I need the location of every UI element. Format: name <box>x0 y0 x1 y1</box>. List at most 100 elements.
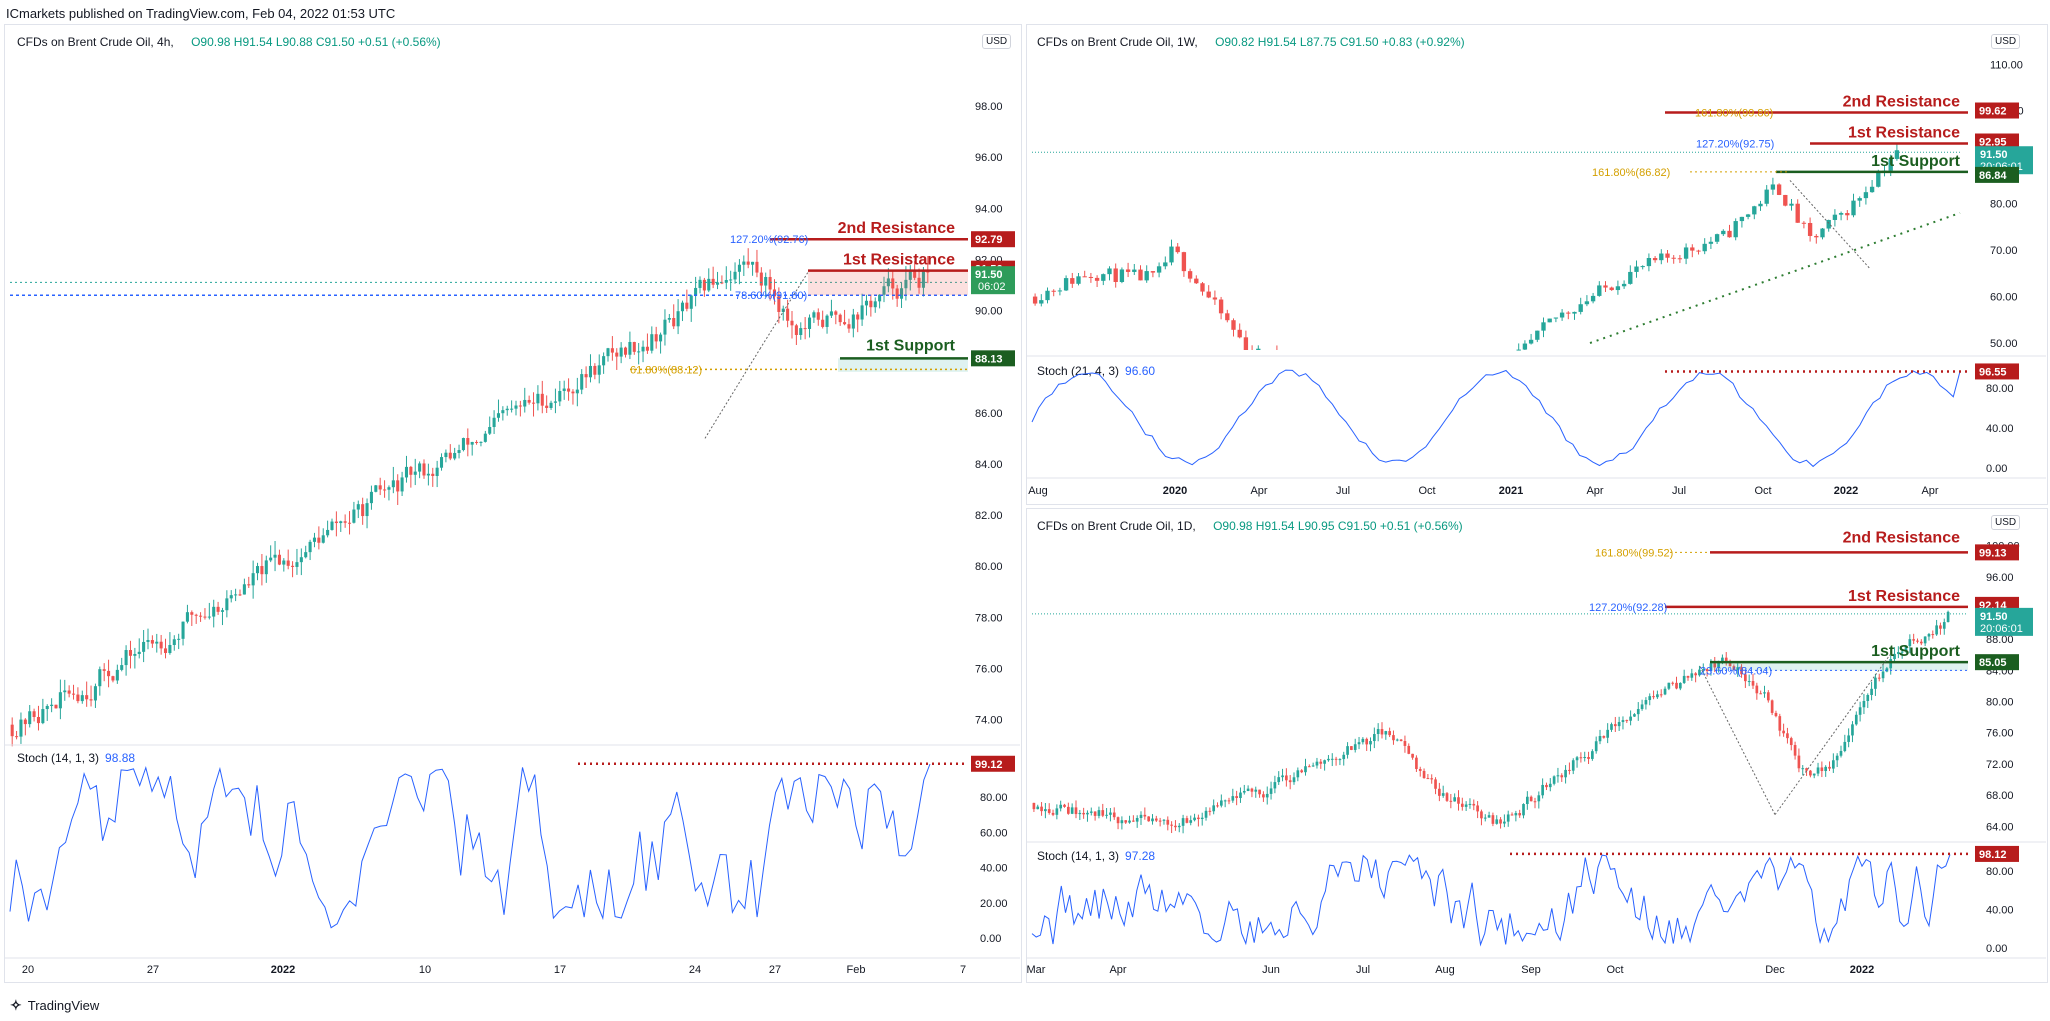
d1-candle <box>1357 742 1361 745</box>
h4-candle <box>19 719 23 737</box>
w1-x-label: 2021 <box>1499 485 1523 497</box>
d1-candle <box>1181 818 1185 826</box>
change-1d: +0.51 (+0.56%) <box>1379 519 1463 533</box>
h4-candle <box>610 348 614 353</box>
h4-candle <box>225 598 229 611</box>
d1-candle <box>1717 661 1720 668</box>
stoch-label-4h: Stoch (14, 1, 3) 98.88 <box>17 751 135 765</box>
w1-candle <box>1783 194 1788 206</box>
d1-x-label: Jul <box>1356 964 1370 976</box>
h4-candle <box>76 694 80 702</box>
currency-badge-4h[interactable]: USD <box>982 34 1012 49</box>
h4-candle <box>663 319 667 335</box>
h4-candle <box>786 308 790 321</box>
d1-candle <box>1904 646 1908 652</box>
d1-x-label: Dec <box>1765 964 1785 976</box>
d1-candle <box>1510 814 1514 816</box>
h4-r2-tag: 92.79 <box>975 234 1003 246</box>
h4-x-label: 17 <box>554 964 566 976</box>
d1-candle <box>1774 712 1778 717</box>
d1-candle <box>1174 825 1177 828</box>
d1-x-label: Aug <box>1435 964 1455 976</box>
d1-candle <box>1939 625 1942 629</box>
w1-r1-tag-bg <box>1975 133 2019 150</box>
w1-candle <box>1070 278 1075 284</box>
w1-candle <box>1634 266 1639 272</box>
h4-candle <box>330 521 334 530</box>
d1-stoch-line <box>1031 854 1951 947</box>
d1-candle <box>1721 657 1724 662</box>
d1-candle <box>1812 773 1816 776</box>
d1-candle <box>1847 735 1850 742</box>
h4-candle <box>107 670 111 677</box>
chart-panel-1w[interactable]: CFDs on Brent Crude Oil, 1W, O90.82 H91.… <box>1026 24 2048 505</box>
h4-candle <box>159 641 163 649</box>
d1-fib-trend <box>1774 654 1891 815</box>
d1-candle <box>1537 795 1541 802</box>
d1-candle <box>1495 819 1499 824</box>
h4-candle <box>321 535 325 543</box>
d1-candle <box>1051 812 1055 815</box>
h4-candle <box>312 537 317 542</box>
d1-candle <box>1334 758 1338 760</box>
h4-candle <box>759 272 763 286</box>
w1-candle <box>1119 269 1125 283</box>
d1-fib2-label: 127.20%(92.28) <box>1589 602 1667 614</box>
d1-candle <box>1678 682 1682 689</box>
d1-x-label: Mar <box>1027 964 1046 976</box>
d1-candle <box>1782 730 1785 734</box>
d1-candle <box>1476 805 1479 812</box>
d1-candle <box>1158 820 1162 822</box>
h4-candle <box>326 529 330 536</box>
w1-candle <box>1801 222 1807 224</box>
d1-candle <box>1350 746 1353 750</box>
h4-candle <box>895 288 899 299</box>
h4-candle <box>32 711 36 717</box>
h4-candle <box>860 305 864 320</box>
d1-candle <box>1082 812 1085 815</box>
h4-candle <box>540 393 544 406</box>
currency-badge-1d[interactable]: USD <box>1991 515 2021 530</box>
d1-candle <box>1935 625 1938 635</box>
w1-stoch-tick: 40.00 <box>1986 423 2014 435</box>
h4-candle <box>199 615 203 617</box>
w1-candle <box>1516 349 1521 351</box>
tradingview-logo-icon: ✧ <box>10 997 22 1013</box>
d1-candle <box>1315 761 1319 766</box>
h4-stoch-line <box>9 763 931 929</box>
h4-candle <box>882 286 886 295</box>
d1-candle <box>1751 681 1755 686</box>
h4-candle <box>229 595 233 599</box>
h4-candle <box>637 351 641 353</box>
d1-candle <box>1327 758 1330 761</box>
d1-candle <box>1548 783 1552 788</box>
d1-candle <box>1154 818 1158 821</box>
h4-candle <box>247 584 251 586</box>
d1-candle <box>1204 810 1208 818</box>
d1-candle <box>1250 788 1254 792</box>
chart-panel-4h[interactable]: CFDs on Brent Crude Oil, 4h, O90.98 H91.… <box>4 24 1022 983</box>
w1-tick-label: 60.00 <box>1990 292 2018 304</box>
d1-candle <box>1292 777 1296 783</box>
h4-candle <box>264 560 268 575</box>
d1-candle <box>1418 768 1422 771</box>
h4-candle <box>137 651 141 654</box>
w1-candle <box>1690 247 1695 251</box>
d1-candle <box>1330 758 1334 760</box>
d1-candle <box>1889 659 1893 669</box>
h4-tick-label: 84.00 <box>975 459 1003 471</box>
h4-candle <box>816 312 820 320</box>
w1-candle <box>1225 313 1230 321</box>
w1-x-label: Apr <box>1250 485 1267 497</box>
d1-candle <box>1434 779 1437 789</box>
h4-fib2-label: 78.60%(91.80) <box>735 290 807 302</box>
h4-candle <box>483 433 487 442</box>
d1-candle <box>1227 800 1231 802</box>
d1-candle <box>1246 788 1250 791</box>
currency-badge-1w[interactable]: USD <box>1991 34 2021 49</box>
w1-candle <box>1770 184 1776 190</box>
d1-candle <box>1709 663 1713 672</box>
d1-candle <box>1430 778 1434 780</box>
d1-tick-label: 76.00 <box>1986 728 2014 740</box>
h4-tick-label: 82.00 <box>975 510 1003 522</box>
